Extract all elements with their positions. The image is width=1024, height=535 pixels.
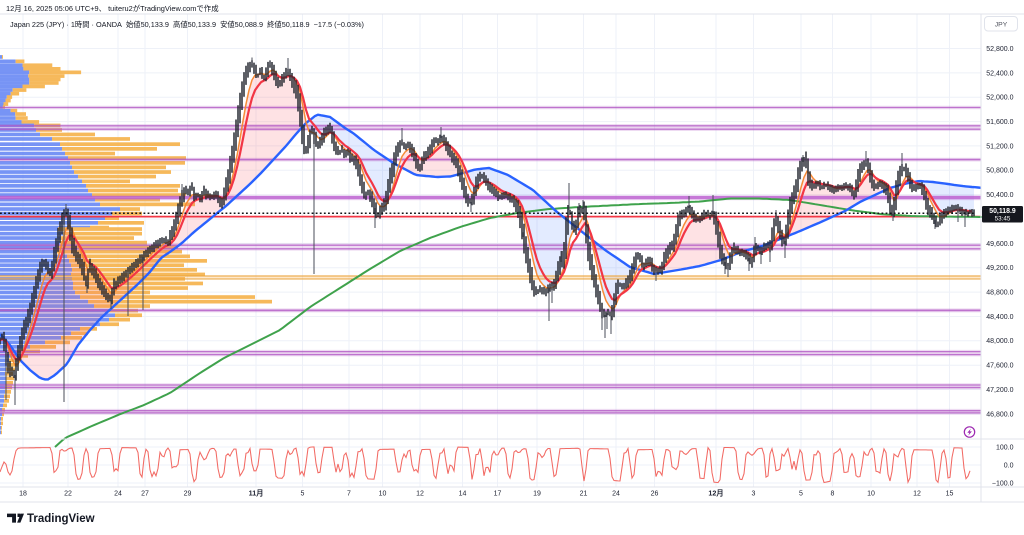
svg-text:52,800.0: 52,800.0 [986, 46, 1013, 53]
svg-text:48,800.0: 48,800.0 [986, 290, 1013, 297]
svg-text:50,800.0: 50,800.0 [986, 168, 1013, 175]
svg-text:TradingView: TradingView [27, 513, 95, 525]
svg-text:12月 16, 2025 05:06 UTC+9、 tuit: 12月 16, 2025 05:06 UTC+9、 tuiteru2がTradi… [6, 4, 219, 13]
svg-text:11月: 11月 [249, 489, 264, 498]
svg-text:21: 21 [580, 491, 588, 498]
svg-text:24: 24 [114, 491, 122, 498]
svg-text:52,000.0: 52,000.0 [986, 95, 1013, 102]
svg-text:7: 7 [347, 491, 351, 498]
svg-text:50,400.0: 50,400.0 [986, 192, 1013, 199]
svg-text:12: 12 [416, 491, 424, 498]
svg-text:10: 10 [379, 491, 387, 498]
svg-text:5: 5 [799, 491, 803, 498]
svg-text:51,200.0: 51,200.0 [986, 143, 1013, 150]
svg-text:52,400.0: 52,400.0 [986, 70, 1013, 77]
svg-text:17: 17 [494, 491, 502, 498]
svg-text:−100.0: −100.0 [992, 480, 1014, 487]
svg-text:27: 27 [141, 491, 149, 498]
svg-text:48,400.0: 48,400.0 [986, 314, 1013, 321]
svg-text:Japan 225 (JPY) · 1時間 · OANDA: Japan 225 (JPY) · 1時間 · OANDA 始値50,133.9… [10, 20, 364, 29]
svg-text:50,118.9: 50,118.9 [989, 208, 1016, 215]
svg-text:26: 26 [651, 491, 659, 498]
svg-text:12月: 12月 [708, 489, 723, 498]
svg-text:51,600.0: 51,600.0 [986, 119, 1013, 126]
svg-text:5: 5 [301, 491, 305, 498]
svg-text:3: 3 [752, 491, 756, 498]
svg-text:10: 10 [867, 491, 875, 498]
svg-text:19: 19 [533, 491, 541, 498]
svg-text:0.0: 0.0 [1004, 462, 1014, 469]
svg-text:47,200.0: 47,200.0 [986, 387, 1013, 394]
svg-text:JPY: JPY [995, 22, 1008, 29]
svg-text:29: 29 [184, 491, 192, 498]
svg-text:46,800.0: 46,800.0 [986, 411, 1013, 418]
svg-text:22: 22 [64, 491, 72, 498]
svg-text:18: 18 [19, 491, 27, 498]
svg-text:49,200.0: 49,200.0 [986, 265, 1013, 272]
svg-text:14: 14 [459, 491, 467, 498]
svg-text:15: 15 [946, 491, 954, 498]
svg-text:49,600.0: 49,600.0 [986, 241, 1013, 248]
svg-text:53:45: 53:45 [995, 216, 1011, 223]
svg-text:8: 8 [831, 491, 835, 498]
svg-text:100.0: 100.0 [996, 444, 1014, 451]
svg-text:48,000.0: 48,000.0 [986, 338, 1013, 345]
svg-text:12: 12 [913, 491, 921, 498]
svg-text:24: 24 [612, 491, 620, 498]
svg-text:47,600.0: 47,600.0 [986, 363, 1013, 370]
